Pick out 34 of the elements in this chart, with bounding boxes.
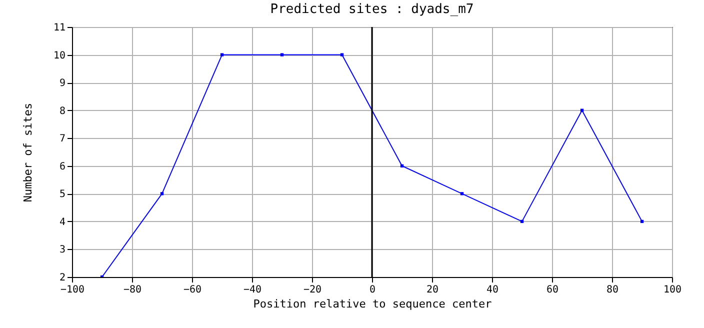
point	[520, 220, 524, 224]
y-tick-label: 11	[53, 22, 66, 34]
x-tick-label: −80	[123, 284, 142, 296]
x-tick-label: 40	[486, 284, 499, 296]
point	[220, 53, 224, 56]
line-series	[100, 53, 644, 277]
point	[400, 164, 404, 168]
x-tick-label: 0	[369, 284, 376, 296]
y-tick-label: 9	[59, 78, 66, 90]
point	[340, 53, 344, 56]
y-tick-label: 10	[53, 50, 66, 62]
y-tick-label: 4	[59, 216, 66, 228]
point	[160, 192, 164, 196]
x-tick-label: 20	[426, 284, 439, 296]
x-tick-label: −60	[183, 284, 202, 296]
point	[280, 53, 284, 56]
point	[580, 108, 584, 112]
x-tick-label: 60	[546, 284, 559, 296]
chart-title: Predicted sites : dyads_m7	[270, 2, 474, 17]
x-tick-label: 100	[663, 284, 682, 296]
point	[460, 192, 464, 196]
point	[640, 220, 644, 224]
y-tick-label: 8	[59, 106, 66, 117]
y-tick-label: 3	[59, 244, 66, 256]
x-tick-label: 80	[606, 284, 619, 296]
y-tick-label: 2	[59, 272, 66, 284]
x-tick-label: −20	[303, 284, 322, 296]
y-tick-label: 7	[59, 134, 66, 145]
y-axis-title: Number of sites	[21, 102, 34, 202]
x-tick-label: −100	[60, 284, 85, 296]
y-tick-label: 6	[59, 161, 66, 172]
y-tick-label: 5	[59, 189, 66, 200]
x-tick-label: −40	[243, 284, 262, 296]
x-axis-title: Position relative to sequence center	[253, 298, 492, 310]
